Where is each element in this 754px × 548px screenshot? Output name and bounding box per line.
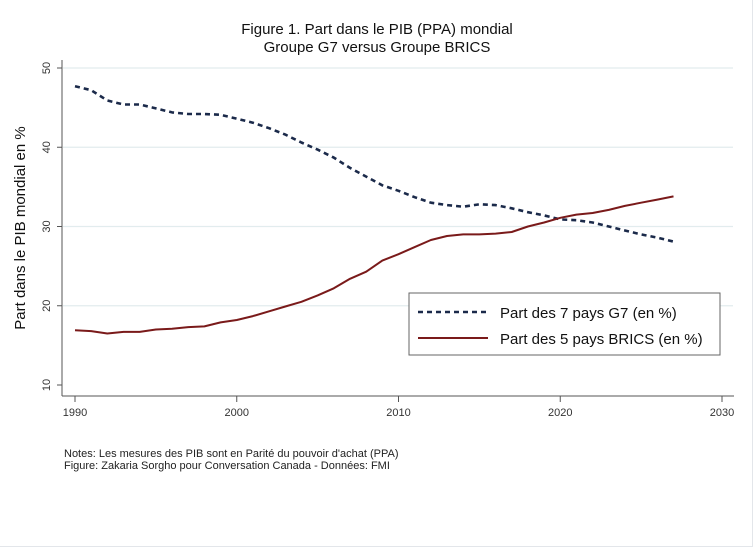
legend-label-brics: Part des 5 pays BRICS (en %): [500, 331, 703, 348]
x-tick-label-2020: 2020: [548, 407, 572, 419]
gridlines: [63, 67, 733, 307]
chart-subtitle: Groupe G7 versus Groupe BRICS: [264, 39, 491, 56]
x-tick-label-2000: 2000: [225, 407, 249, 419]
legend-label-g7: Part des 7 pays G7 (en %): [500, 305, 677, 322]
y-tick-label-30: 30: [41, 220, 53, 232]
x-ticks: 1990 2000 2010 2020 2030: [63, 396, 734, 419]
x-tick-label-2010: 2010: [386, 407, 410, 419]
series-line-g7: [74, 84, 674, 243]
series-line-brics: [74, 195, 674, 335]
y-axis-label: Part dans le PIB mondial en %: [12, 126, 29, 329]
x-tick-label-2030: 2030: [710, 407, 734, 419]
y-tick-label-10: 10: [41, 379, 53, 391]
y-tick-label-50: 50: [41, 62, 53, 74]
note-line-1: Notes: Les mesures des PIB sont en Parit…: [64, 448, 399, 460]
y-ticks: 10 20 30 40 50: [41, 62, 62, 391]
series-group: [74, 84, 674, 335]
chart-title: Figure 1. Part dans le PIB (PPA) mondial: [241, 21, 513, 38]
legend-box: [408, 292, 721, 356]
y-tick-label-20: 20: [41, 300, 53, 312]
x-tick-label-1990: 1990: [63, 407, 87, 419]
note-line-2: Figure: Zakaria Sorgho pour Conversation…: [64, 460, 390, 472]
y-tick-label-40: 40: [41, 141, 53, 153]
legend: Part des 7 pays G7 (en %) Part des 5 pay…: [408, 292, 721, 356]
